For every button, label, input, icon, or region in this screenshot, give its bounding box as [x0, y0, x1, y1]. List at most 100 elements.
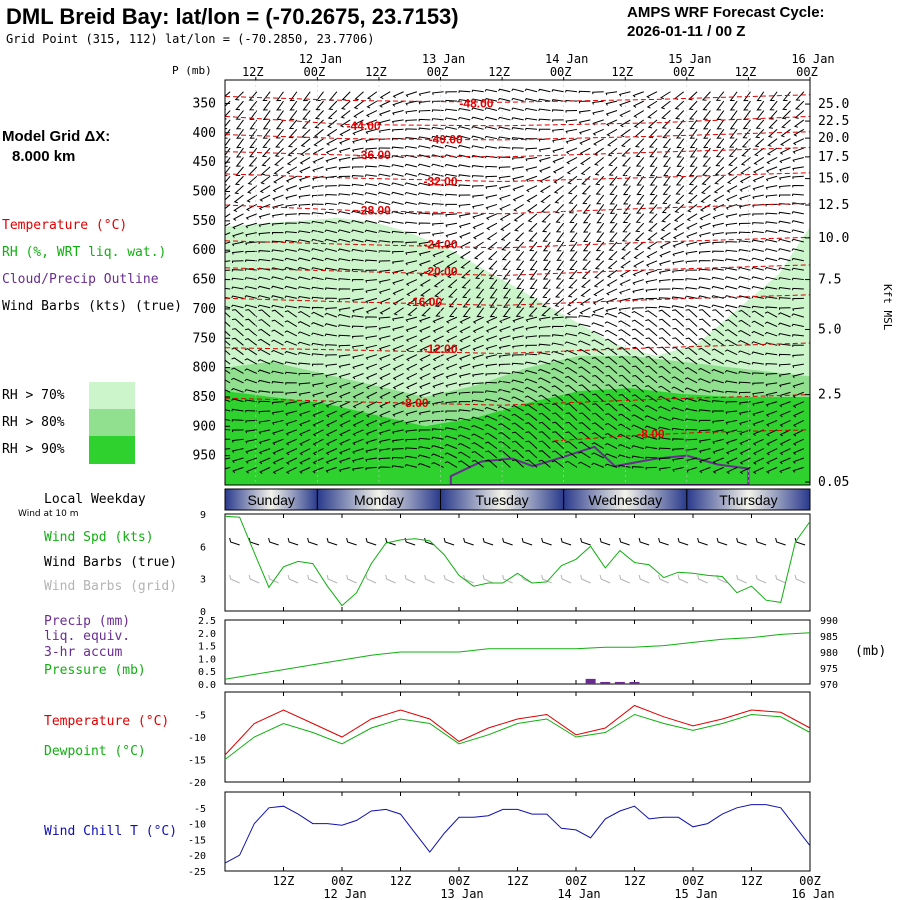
wind-barb: [594, 260, 605, 270]
wind-barb: [542, 260, 551, 271]
wind-barb: [778, 287, 791, 290]
wind-barb: [565, 403, 578, 412]
wind-barb: [714, 166, 725, 176]
wind-barb: [325, 175, 337, 180]
wind-barb: [725, 249, 738, 253]
pressure-tick-label: 850: [193, 390, 216, 405]
wind-barb: [525, 459, 538, 468]
wind-barb: [524, 98, 538, 102]
wind-barb: [405, 429, 417, 434]
wind-barb: [676, 138, 685, 149]
wind-barb: [739, 448, 751, 456]
wind-barb: [419, 335, 431, 343]
wind-barb: [338, 288, 351, 291]
wind-barb: [338, 201, 351, 205]
wind-barb: [778, 229, 791, 234]
wind-barb: [605, 384, 618, 393]
wind-barb: [671, 417, 684, 421]
wind-barb: [365, 457, 377, 462]
wind-barb: [738, 391, 751, 395]
wind-barb: [458, 382, 471, 387]
top-hour-label: 00Z: [427, 65, 449, 79]
wind-barb: [661, 119, 671, 129]
wind-barb: [312, 448, 324, 456]
wind-barb: [225, 287, 231, 290]
wind-barb: [364, 192, 378, 196]
wind-barb: [551, 367, 564, 374]
wind-barb: [538, 343, 551, 347]
wind-barb: [766, 157, 778, 165]
wind-barb: [378, 173, 391, 177]
wind-barb: [431, 445, 444, 450]
wind-barb: [511, 137, 524, 140]
wind-barb: [699, 222, 711, 229]
wind-barb: [528, 222, 538, 232]
wind-barb: [765, 352, 778, 356]
wind-barb: [578, 323, 591, 328]
wind-barb: [284, 305, 297, 309]
wind-barb: [352, 438, 364, 446]
wind-barb: [524, 88, 538, 93]
wind-barb: [660, 91, 671, 100]
wind-barb: [716, 110, 725, 120]
wind-barb: [484, 98, 498, 102]
wind-barb: [393, 307, 404, 316]
wind-barb: [525, 344, 538, 348]
wind-barb: [538, 316, 551, 322]
wind-barb: [751, 239, 764, 243]
wind-barb: [225, 448, 231, 450]
wind-barb: [449, 307, 458, 317]
wind-barb: [620, 251, 631, 260]
wind-barb: [645, 346, 658, 356]
wind-barb: [604, 463, 618, 468]
wind-barb: [645, 269, 658, 276]
wind-barb: [378, 326, 391, 331]
wind-barb: [649, 147, 658, 158]
wind-barb: [338, 372, 351, 379]
wind-barb: [684, 408, 698, 412]
wind-barb: [578, 128, 591, 135]
wind-barb: [581, 185, 591, 195]
isotherm-label: -40.00: [429, 132, 463, 146]
wind-barb: [540, 204, 551, 213]
wind-barb: [605, 374, 618, 384]
wind-barb: [392, 410, 404, 417]
wind-barb: [765, 391, 778, 397]
wind-barb: [421, 307, 431, 317]
wind-barb: [392, 288, 404, 296]
wind-barb: [298, 185, 311, 191]
wind-barb: [632, 279, 644, 285]
wind-barb: [377, 191, 391, 196]
wind-barb: [645, 260, 658, 267]
wind-barbs-grid-label: Wind Barbs (grid): [44, 579, 178, 594]
height-tick-label: 15.0: [818, 172, 849, 187]
wind-barb: [471, 135, 484, 140]
wind-barb: [272, 429, 284, 436]
wind-barb: [511, 431, 524, 440]
wind-barb: [419, 344, 431, 352]
grid-point-label: Grid Point (315, 112) lat/lon = (-70.285…: [6, 32, 375, 46]
wind-barb: [392, 363, 404, 371]
wind-barb: [444, 427, 458, 431]
wind-barb: [689, 166, 698, 177]
wind-barb: [698, 277, 711, 281]
wind-barb: [689, 138, 698, 149]
wind-barb: [338, 166, 351, 170]
wind-barb: [525, 166, 538, 172]
wind-barb: [365, 165, 377, 169]
wind-barb: [711, 348, 725, 356]
wind-barb: [631, 310, 644, 318]
wind-barb: [418, 241, 431, 246]
wind-barb: [338, 297, 351, 302]
wind-barb: [609, 185, 618, 195]
wind-barb: [622, 204, 631, 214]
wind-barb: [778, 332, 791, 337]
wind-barb: [765, 401, 778, 407]
wind-barb: [431, 428, 444, 431]
wind-barb-grid: [404, 574, 416, 584]
wind-barb: [565, 89, 578, 93]
wind-barb: [671, 386, 684, 393]
wind-barb: [326, 128, 338, 137]
wind-barb: [325, 419, 338, 428]
wind-barb: [514, 232, 525, 242]
